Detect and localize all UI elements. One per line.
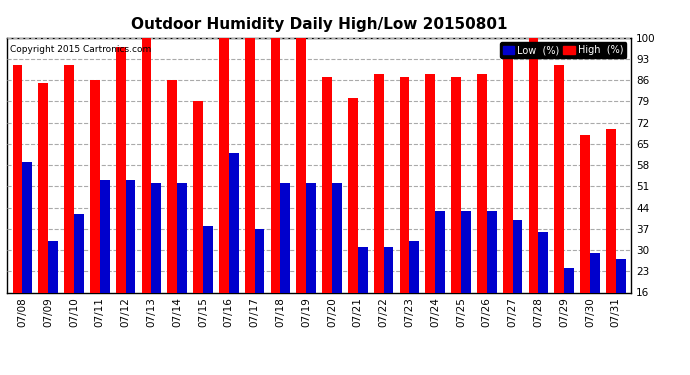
Bar xyxy=(219,38,229,292)
Bar xyxy=(229,153,239,292)
Bar xyxy=(245,38,255,292)
Bar xyxy=(409,241,420,292)
Bar xyxy=(126,180,135,292)
Legend: Low  (%), High  (%): Low (%), High (%) xyxy=(500,42,627,58)
Bar xyxy=(435,210,445,292)
Bar xyxy=(22,162,32,292)
Bar xyxy=(297,38,306,292)
Bar xyxy=(203,226,213,292)
Bar xyxy=(332,183,342,292)
Bar xyxy=(384,247,393,292)
Bar xyxy=(12,65,22,292)
Bar xyxy=(513,220,522,292)
Bar xyxy=(358,247,368,292)
Bar xyxy=(487,210,497,292)
Bar xyxy=(477,74,487,292)
Bar xyxy=(116,46,126,292)
Bar xyxy=(168,80,177,292)
Bar xyxy=(555,65,564,292)
Bar xyxy=(529,38,538,292)
Bar xyxy=(141,38,151,292)
Bar xyxy=(48,241,58,292)
Bar xyxy=(374,74,384,292)
Bar xyxy=(322,77,332,292)
Bar xyxy=(90,80,100,292)
Bar xyxy=(255,229,264,292)
Bar xyxy=(74,214,83,292)
Bar xyxy=(193,101,203,292)
Bar xyxy=(564,268,574,292)
Bar xyxy=(461,210,471,292)
Title: Outdoor Humidity Daily High/Low 20150801: Outdoor Humidity Daily High/Low 20150801 xyxy=(131,17,507,32)
Bar xyxy=(538,232,549,292)
Bar xyxy=(100,180,110,292)
Bar xyxy=(151,183,161,292)
Bar xyxy=(280,183,290,292)
Bar xyxy=(177,183,187,292)
Bar xyxy=(64,65,74,292)
Bar xyxy=(503,53,513,292)
Bar xyxy=(306,183,316,292)
Bar xyxy=(606,129,616,292)
Bar xyxy=(39,83,48,292)
Bar xyxy=(426,74,435,292)
Bar xyxy=(348,98,358,292)
Text: Copyright 2015 Cartronics.com: Copyright 2015 Cartronics.com xyxy=(10,45,151,54)
Bar xyxy=(451,77,461,292)
Bar xyxy=(616,259,626,292)
Bar xyxy=(270,38,280,292)
Bar xyxy=(590,253,600,292)
Bar xyxy=(400,77,409,292)
Bar xyxy=(580,135,590,292)
